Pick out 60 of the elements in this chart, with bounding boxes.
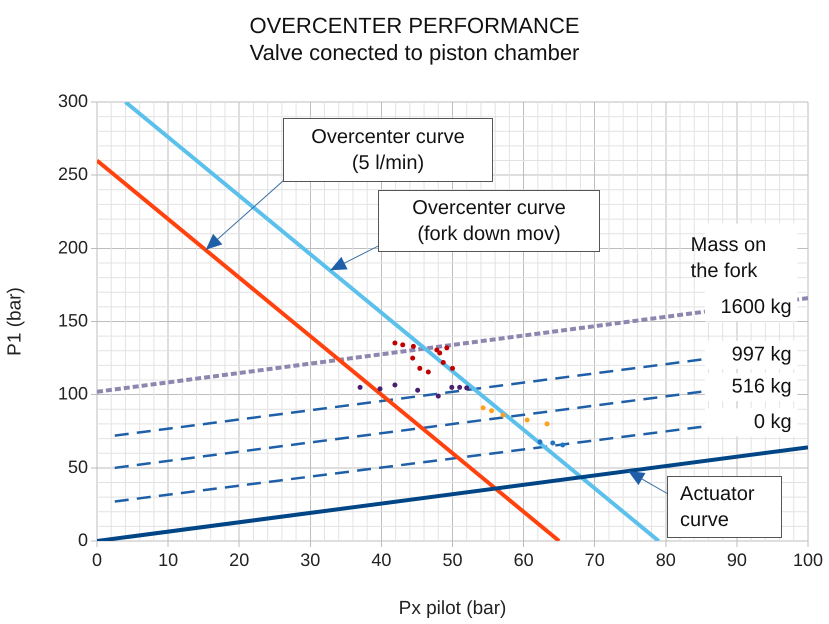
annotation: Overcenter curve (5 l/min) xyxy=(310,125,466,176)
callout-box: Overcenter curve (5 l/min) xyxy=(283,118,493,182)
series-label: 1600 kg xyxy=(720,296,792,318)
point xyxy=(392,382,398,388)
point xyxy=(417,366,422,371)
x-tick-label: 80 xyxy=(656,550,676,570)
point xyxy=(377,386,382,392)
point xyxy=(392,340,398,346)
point xyxy=(524,417,530,422)
x-tick-label: 40 xyxy=(371,550,392,570)
y-axis-title: P1 (bar) xyxy=(4,287,26,356)
x-tick-label: 90 xyxy=(726,550,747,570)
series-label: 997 kg xyxy=(732,343,792,366)
x-tick-label: 70 xyxy=(584,550,605,570)
y-tick-label: 0 xyxy=(78,530,88,550)
point xyxy=(544,421,550,426)
point xyxy=(400,342,406,348)
x-axis-title: Px pilot (bar) xyxy=(398,598,506,619)
y-tick-label: 100 xyxy=(58,384,88,404)
point xyxy=(436,394,441,399)
point xyxy=(410,356,416,361)
point xyxy=(500,412,506,418)
series-label: 516 kg xyxy=(732,376,792,398)
point xyxy=(444,345,450,350)
x-tick-label: 20 xyxy=(229,550,250,570)
y-tick-label: 50 xyxy=(68,456,88,477)
point xyxy=(560,442,566,448)
point xyxy=(449,384,454,390)
point xyxy=(480,405,486,410)
point xyxy=(437,350,442,356)
x-tick-label: 0 xyxy=(92,550,102,570)
chart-subtitle: Valve conected to piston chamber xyxy=(248,39,580,66)
point xyxy=(464,385,470,390)
callout-box: Actuator curve xyxy=(667,476,782,538)
y-tick-label: 150 xyxy=(58,310,88,330)
text: 0 kg xyxy=(754,410,792,433)
point xyxy=(426,369,431,374)
y-tick-label: 200 xyxy=(58,237,88,258)
x-tick-label: 100 xyxy=(792,550,824,570)
point xyxy=(450,366,455,371)
legend-title: Mass on the fork xyxy=(690,234,766,282)
callout-box: Overcenter curve (fork down mov) xyxy=(378,190,600,252)
point xyxy=(415,388,420,393)
point xyxy=(410,344,416,349)
point xyxy=(358,384,363,390)
point xyxy=(489,408,494,414)
point xyxy=(537,439,542,444)
y-tick-label: 250 xyxy=(58,164,88,184)
x-tick-label: 50 xyxy=(442,550,463,570)
annotation: Overcenter curve (fork down mov) xyxy=(411,196,567,247)
point xyxy=(434,348,440,353)
point xyxy=(440,360,446,365)
y-tick-label: 300 xyxy=(58,90,88,111)
point xyxy=(457,384,462,390)
x-tick-label: 10 xyxy=(158,550,178,570)
x-tick-label: 60 xyxy=(514,550,534,570)
chart-title: OVERCENTER PERFORMANCE xyxy=(248,12,581,39)
annotation: Actuator curve xyxy=(680,482,756,533)
x-tick-label: 30 xyxy=(300,550,320,570)
point xyxy=(550,440,556,446)
